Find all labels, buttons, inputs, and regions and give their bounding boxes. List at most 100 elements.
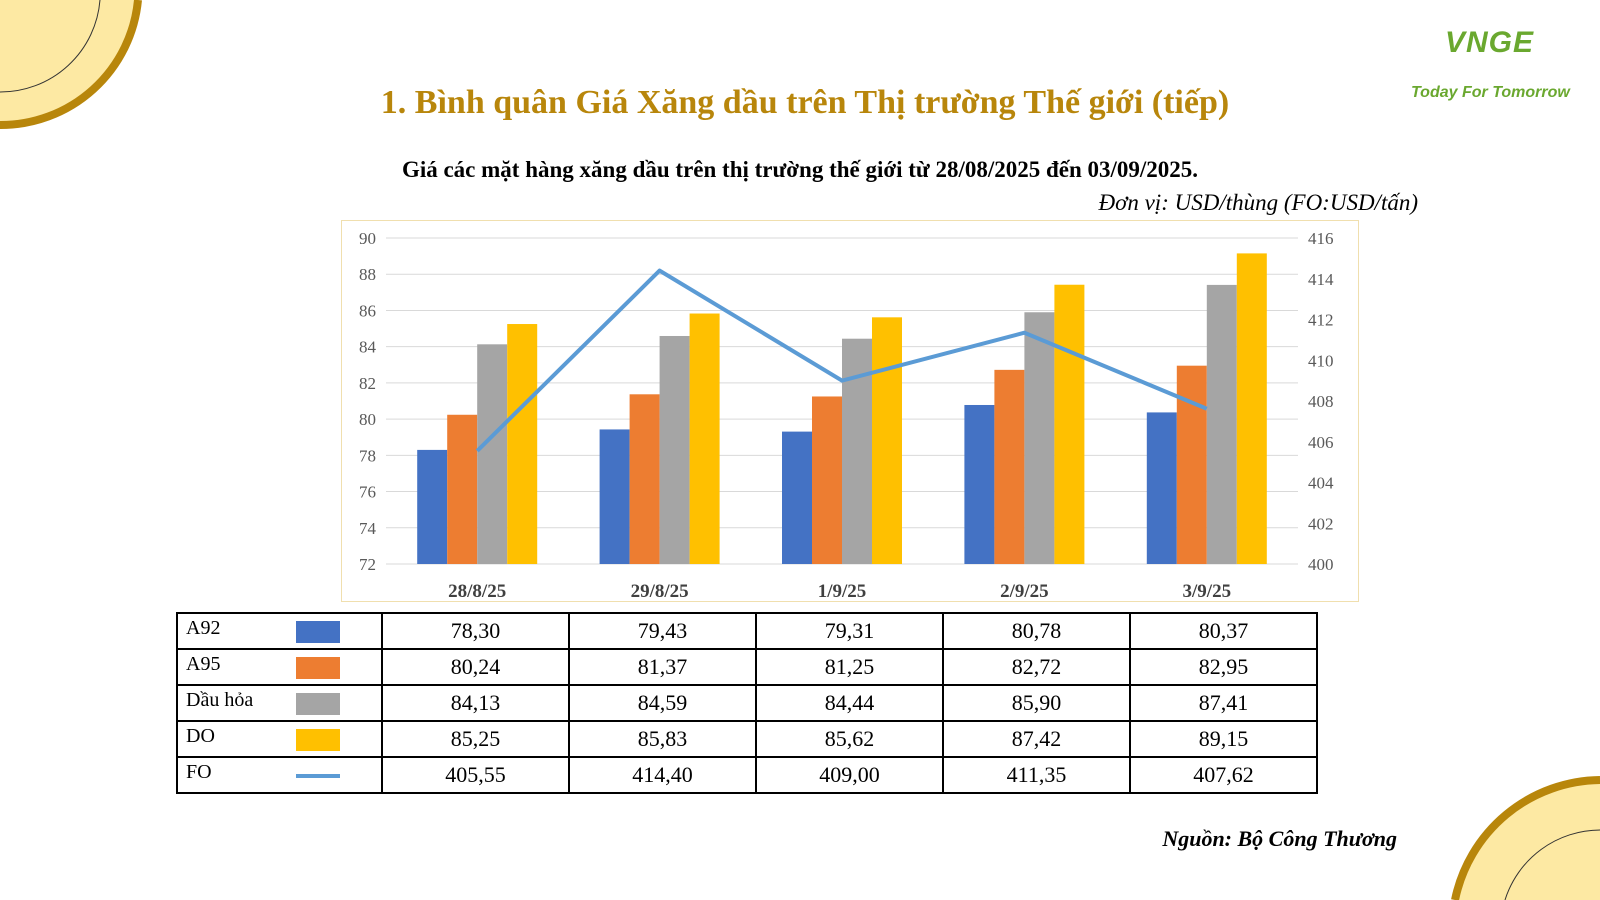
- y2-tick-label: 416: [1308, 229, 1334, 248]
- legend-swatch: [296, 774, 340, 778]
- legend-swatch: [296, 657, 340, 679]
- y-tick-label: 76: [359, 483, 376, 502]
- legend-label: A92: [186, 617, 221, 639]
- y-tick-label: 82: [359, 374, 376, 393]
- value-cell: 409,00: [755, 756, 944, 794]
- value-cell: 79,31: [755, 612, 944, 650]
- table-row: A95 80,24 81,37 81,25 82,72 82,95: [176, 648, 1318, 686]
- legend-label: DO: [186, 725, 215, 747]
- x-tick-label: 28/8/25: [448, 581, 506, 601]
- value-cell: 84,13: [381, 684, 570, 722]
- value-cell: 87,42: [942, 720, 1131, 758]
- value-cell: 80,78: [942, 612, 1131, 650]
- page-title: 1. Bình quân Giá Xăng dầu trên Thị trườn…: [380, 84, 1230, 121]
- bar-a95: [1176, 365, 1207, 564]
- legend-swatch: [296, 621, 340, 643]
- value-cell: 82,72: [942, 648, 1131, 686]
- value-cell: 405,55: [381, 756, 570, 794]
- legend-swatch: [296, 693, 340, 715]
- data-table: A92 78,30 79,43 79,31 80,78 80,37 A95 80,24 81,3…: [176, 612, 1318, 794]
- chart-subtitle: Giá các mặt hàng xăng dầu trên thị trườn…: [401, 157, 1199, 182]
- table-row: FO 405,55 414,40 409,00 411,35 407,62: [176, 756, 1318, 794]
- bar-a92: [1146, 412, 1177, 564]
- value-cell: 85,83: [568, 720, 757, 758]
- logo-mark: VNGE: [1445, 26, 1535, 59]
- value-cell: 85,62: [755, 720, 944, 758]
- y-tick-label: 86: [359, 301, 376, 320]
- y-tick-label: 80: [359, 410, 376, 429]
- bar-a95: [994, 369, 1025, 564]
- bar-do: [1236, 253, 1267, 564]
- y2-tick-label: 404: [1308, 474, 1334, 493]
- bar-a92: [782, 431, 812, 564]
- value-cell: 81,37: [568, 648, 757, 686]
- chart-frame: 72 74 76 78 80 82 84 86 88 90 400 402 404 406 408 410 41…: [341, 220, 1359, 602]
- bar-do: [872, 317, 902, 564]
- value-cell: 81,25: [755, 648, 944, 686]
- legend-cell: DO: [176, 720, 383, 758]
- logo-tagline: Today For Tomorrow: [1411, 84, 1570, 101]
- y2-tick-label: 414: [1308, 270, 1334, 289]
- corner-stroke-bottom-right: [1451, 776, 1600, 900]
- legend-label: FO: [186, 761, 212, 783]
- y2-tick-label: 412: [1308, 311, 1334, 330]
- bar-do: [1054, 284, 1085, 564]
- value-cell: 407,62: [1129, 756, 1318, 794]
- bar-a95: [629, 394, 660, 564]
- bar-a92: [417, 449, 448, 564]
- legend-cell: A92: [176, 612, 383, 650]
- table-row: A92 78,30 79,43 79,31 80,78 80,37: [176, 612, 1318, 650]
- bar-dầu-hỏa: [477, 344, 508, 564]
- bar-do: [507, 324, 538, 564]
- corner-inner-top-left: [0, 0, 101, 93]
- value-cell: 85,90: [942, 684, 1131, 722]
- y2-tick-label: 410: [1308, 351, 1334, 370]
- x-tick-label: 1/9/25: [818, 581, 867, 601]
- y-tick-label: 74: [359, 519, 377, 538]
- value-cell: 79,43: [568, 612, 757, 650]
- x-tick-label: 2/9/25: [1000, 581, 1049, 601]
- y-tick-label: 90: [359, 229, 376, 248]
- y2-tick-label: 406: [1308, 433, 1334, 452]
- value-cell: 85,25: [381, 720, 570, 758]
- legend-swatch: [296, 729, 340, 751]
- y-tick-label: 78: [359, 446, 376, 465]
- bar-dầu-hỏa: [1206, 284, 1237, 564]
- y-tick-label: 88: [359, 265, 376, 284]
- table-row: Dầu hỏa 84,13 84,59 84,44 85,90 87,41: [176, 684, 1318, 722]
- legend-label: A95: [186, 653, 221, 675]
- x-tick-label: 3/9/25: [1183, 581, 1232, 601]
- y2-tick-label: 400: [1308, 555, 1334, 574]
- bar-a95: [447, 414, 478, 564]
- y2-tick-label: 408: [1308, 392, 1334, 411]
- y-tick-label: 84: [359, 338, 377, 357]
- corner-inner-bottom-right: [1504, 829, 1600, 900]
- value-cell: 78,30: [381, 612, 570, 650]
- value-cell: 80,24: [381, 648, 570, 686]
- unit-note: Đơn vị: USD/thùng (FO:USD/tấn): [1098, 190, 1418, 215]
- value-cell: 82,95: [1129, 648, 1318, 686]
- bar-a95: [812, 396, 842, 564]
- x-tick-label: 29/8/25: [631, 581, 689, 601]
- value-cell: 411,35: [942, 756, 1131, 794]
- legend-cell: Dầu hỏa: [176, 684, 383, 722]
- corner-arc-bottom-right: [1455, 780, 1600, 900]
- vnge-logo: VNGE Today For Tomorrow: [1405, 18, 1585, 108]
- source-note: Nguồn: Bộ Công Thương: [1162, 826, 1397, 851]
- bar-a92: [964, 404, 995, 564]
- value-cell: 89,15: [1129, 720, 1318, 758]
- value-cell: 414,40: [568, 756, 757, 794]
- table-row: DO 85,25 85,83 85,62 87,42 89,15: [176, 720, 1318, 758]
- y2-tick-label: 402: [1308, 514, 1334, 533]
- y-tick-label: 72: [359, 555, 376, 574]
- value-cell: 84,44: [755, 684, 944, 722]
- bar-dầu-hỏa: [1024, 312, 1055, 564]
- bar-do: [689, 313, 720, 564]
- bar-a92: [599, 429, 630, 564]
- legend-cell: A95: [176, 648, 383, 686]
- legend-label: Dầu hỏa: [186, 689, 254, 711]
- value-cell: 80,37: [1129, 612, 1318, 650]
- price-chart: 72 74 76 78 80 82 84 86 88 90 400 402 404 406 408 410 41…: [359, 229, 1334, 601]
- legend-cell: FO: [176, 756, 383, 794]
- series-line-fo: [475, 268, 1208, 453]
